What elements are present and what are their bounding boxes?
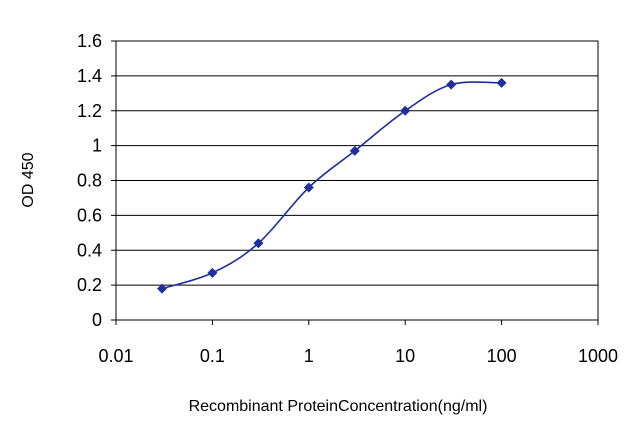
x-tick-label: 1 <box>304 346 314 366</box>
y-tick-label: 0.2 <box>77 275 102 295</box>
data-point <box>207 267 218 278</box>
x-axis-title: Recombinant ProteinConcentration(ng/ml) <box>189 398 488 415</box>
y-tick-label: 1 <box>92 136 102 156</box>
y-axis-title: OD 450 <box>20 152 37 207</box>
y-tick-label: 0.6 <box>77 205 102 225</box>
y-tick-label: 0.8 <box>77 171 102 191</box>
data-point <box>303 182 314 193</box>
data-point <box>496 77 507 88</box>
series-layer <box>156 77 507 294</box>
y-tick-label: 1.2 <box>77 101 102 121</box>
x-tick-label: 1000 <box>578 346 618 366</box>
data-point <box>156 283 167 294</box>
x-axis: 0.01 0.1 1 10 100 1000 <box>98 320 618 366</box>
y-tick-label: 0.4 <box>77 240 102 260</box>
y-axis: 0 0.2 0.4 0.6 0.8 1 1.2 1.4 1.6 <box>77 31 116 330</box>
data-point <box>446 79 457 90</box>
x-tick-label: 100 <box>487 346 517 366</box>
data-point <box>253 238 264 249</box>
series-line <box>161 81 502 290</box>
y-tick-label: 1.4 <box>77 66 102 86</box>
grid-lines <box>116 75 598 286</box>
y-tick-label: 1.6 <box>77 31 102 51</box>
data-point <box>349 145 360 156</box>
y-tick-label: 0 <box>92 310 102 330</box>
data-point <box>400 105 411 116</box>
x-tick-label: 0.1 <box>200 346 225 366</box>
x-tick-label: 10 <box>395 346 415 366</box>
x-tick-label: 0.01 <box>98 346 133 366</box>
